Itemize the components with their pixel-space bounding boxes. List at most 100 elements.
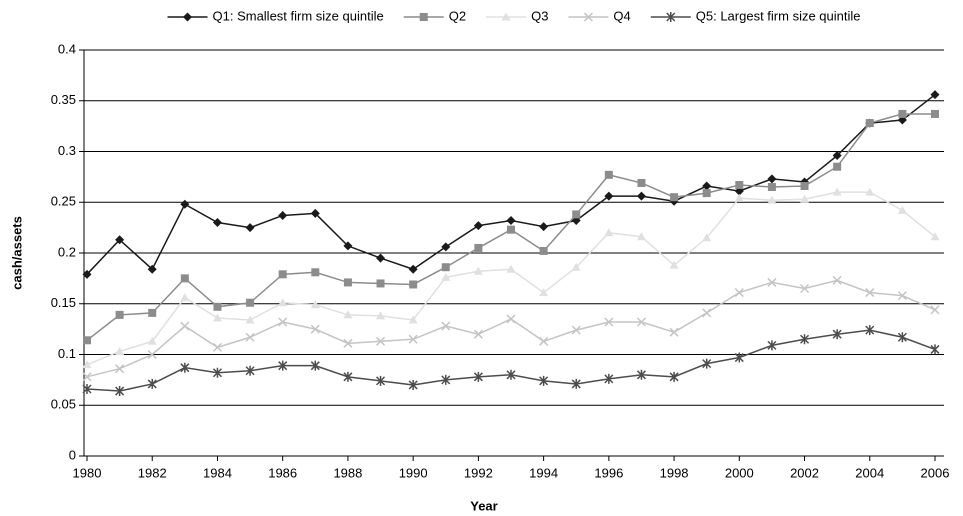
marker bbox=[767, 183, 776, 192]
marker bbox=[930, 305, 940, 315]
marker bbox=[115, 346, 125, 355]
marker bbox=[571, 325, 581, 335]
legend-label: Q3 bbox=[531, 8, 548, 23]
x-tick-label: 1986 bbox=[268, 465, 297, 480]
marker bbox=[245, 223, 255, 233]
x-tick-label: 1996 bbox=[594, 465, 623, 480]
marker bbox=[865, 288, 875, 298]
marker bbox=[278, 210, 288, 220]
marker bbox=[180, 199, 190, 209]
marker bbox=[832, 275, 842, 285]
x-tick-label: 1988 bbox=[333, 465, 362, 480]
marker bbox=[501, 12, 511, 21]
marker bbox=[571, 378, 581, 389]
marker bbox=[670, 193, 679, 202]
marker bbox=[865, 325, 875, 336]
y-tick-label: 0.05 bbox=[51, 397, 76, 412]
marker bbox=[930, 232, 940, 241]
marker bbox=[376, 336, 386, 346]
marker bbox=[343, 338, 353, 348]
marker bbox=[376, 253, 386, 263]
marker bbox=[800, 194, 810, 203]
marker bbox=[408, 334, 418, 344]
marker bbox=[734, 288, 744, 298]
marker bbox=[310, 208, 320, 218]
marker bbox=[343, 310, 353, 319]
marker bbox=[212, 367, 222, 378]
marker bbox=[343, 371, 353, 382]
marker bbox=[180, 293, 190, 302]
marker bbox=[311, 268, 320, 277]
legend: Q1: Smallest firm size quintile Q2 Q3 Q4 Q5:… bbox=[167, 8, 861, 23]
y-tick-label: 0.15 bbox=[51, 295, 76, 310]
x-tick-label: 1990 bbox=[399, 465, 428, 480]
marker bbox=[669, 327, 679, 337]
y-axis-title: cash/assets bbox=[9, 216, 24, 290]
marker bbox=[212, 342, 222, 352]
marker bbox=[83, 336, 91, 345]
marker bbox=[473, 221, 483, 231]
marker bbox=[604, 373, 614, 384]
marker bbox=[506, 264, 516, 273]
marker bbox=[310, 300, 320, 309]
marker bbox=[930, 90, 940, 100]
legend-label: Q5: Largest firm size quintile bbox=[696, 8, 861, 23]
marker bbox=[473, 329, 483, 339]
marker bbox=[441, 263, 450, 272]
marker bbox=[604, 317, 614, 327]
marker bbox=[930, 344, 940, 355]
marker bbox=[213, 302, 222, 311]
x-tick-label: 2004 bbox=[855, 465, 884, 480]
legend-label: Q2 bbox=[449, 8, 466, 23]
marker bbox=[539, 246, 548, 255]
marker bbox=[180, 274, 189, 283]
y-tick-label: 0.1 bbox=[58, 346, 76, 361]
marker bbox=[767, 195, 777, 204]
marker bbox=[246, 298, 255, 307]
marker bbox=[82, 360, 92, 369]
y-tick-label: 0.25 bbox=[51, 194, 76, 209]
marker bbox=[147, 349, 157, 360]
x-tick-label: 2006 bbox=[921, 465, 950, 480]
marker bbox=[571, 262, 581, 271]
marker bbox=[539, 288, 549, 297]
x-tick-label: 1982 bbox=[138, 465, 167, 480]
x-tick-label: 2000 bbox=[725, 465, 754, 480]
marker bbox=[180, 321, 190, 331]
x-tick-label: 1984 bbox=[203, 465, 232, 480]
marker bbox=[637, 178, 646, 187]
x-tick-label: 1980 bbox=[73, 465, 102, 480]
marker bbox=[832, 187, 842, 196]
y-tick-label: 0.3 bbox=[58, 143, 76, 158]
y-tick-label: 0 bbox=[69, 447, 76, 462]
marker bbox=[115, 364, 125, 374]
marker bbox=[604, 228, 614, 237]
marker bbox=[898, 109, 907, 118]
marker bbox=[636, 191, 646, 201]
marker bbox=[572, 210, 581, 219]
marker bbox=[604, 191, 614, 201]
marker bbox=[636, 232, 646, 241]
x-tick-label: 1992 bbox=[464, 465, 493, 480]
series-line bbox=[86, 329, 936, 392]
marker bbox=[147, 336, 157, 345]
marker bbox=[604, 170, 613, 179]
marker bbox=[767, 340, 777, 351]
marker bbox=[245, 315, 255, 324]
marker bbox=[278, 298, 288, 307]
marker bbox=[702, 358, 712, 369]
marker bbox=[865, 187, 875, 196]
x-tick-label: 1998 bbox=[660, 465, 689, 480]
marker bbox=[212, 313, 222, 322]
legend-label: Q4 bbox=[613, 8, 630, 23]
marker bbox=[82, 372, 92, 382]
marker bbox=[409, 280, 418, 289]
marker bbox=[408, 264, 418, 274]
marker bbox=[147, 264, 157, 274]
marker bbox=[636, 369, 646, 380]
y-tick-label: 0.4 bbox=[58, 41, 76, 56]
marker bbox=[833, 162, 842, 171]
marker bbox=[702, 189, 711, 198]
marker bbox=[343, 241, 353, 251]
marker bbox=[767, 277, 777, 287]
